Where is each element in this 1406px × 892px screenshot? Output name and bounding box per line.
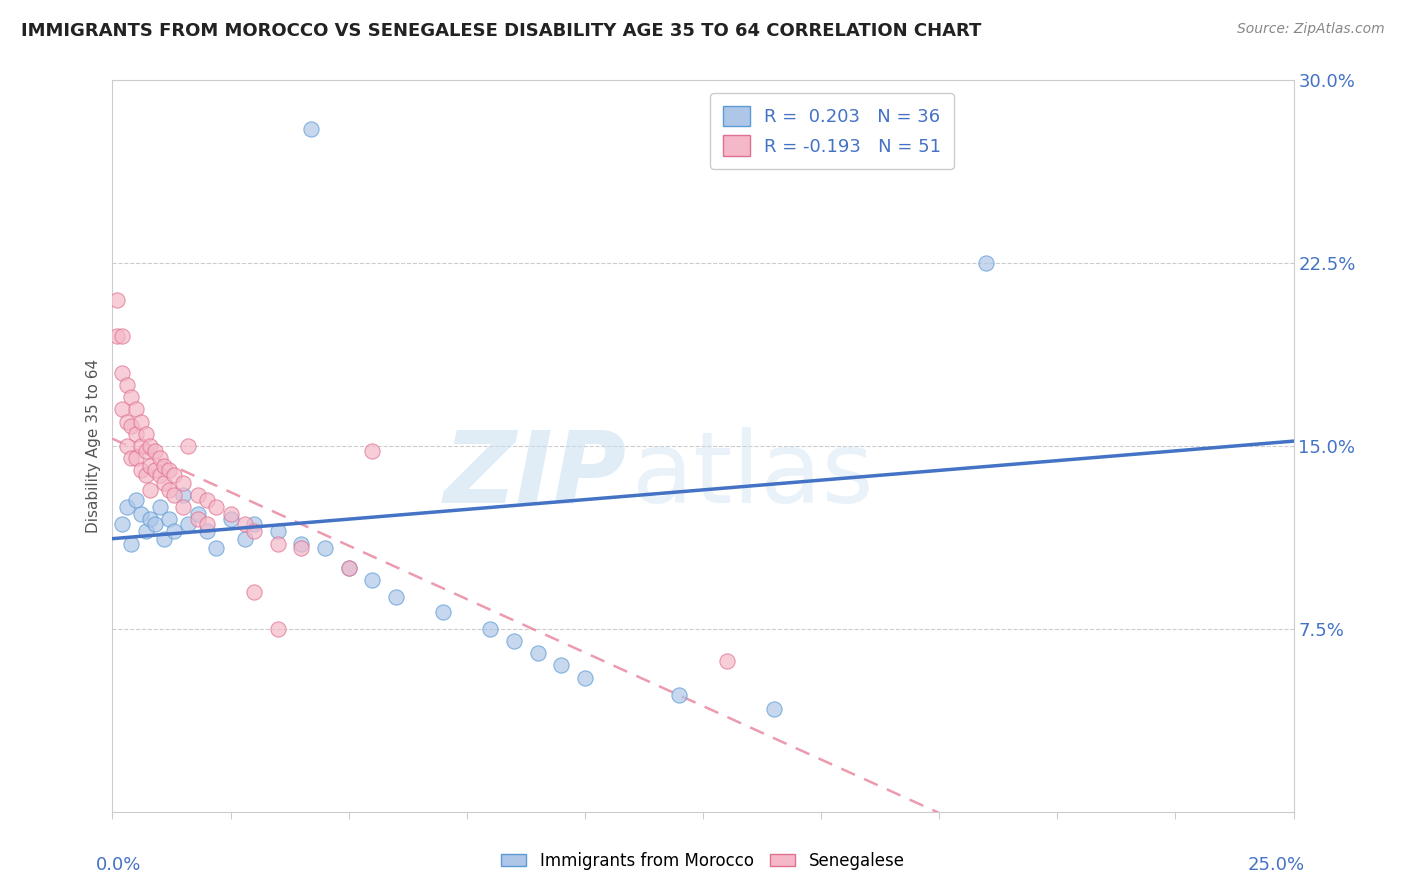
Point [149, 451, 172, 466]
Point [115, 415, 138, 429]
Point [115, 439, 138, 453]
Legend: R =  0.203   N = 36, R = -0.193   N = 51: R = 0.203 N = 36, R = -0.193 N = 51 [710, 93, 953, 169]
Text: IMMIGRANTS FROM MOROCCO VS SENEGALESE DISABILITY AGE 35 TO 64 CORRELATION CHART: IMMIGRANTS FROM MOROCCO VS SENEGALESE DI… [21, 22, 981, 40]
Point [157, 512, 180, 526]
Point [574, 671, 596, 685]
Point [153, 458, 176, 473]
Point [205, 541, 228, 556]
Text: atlas: atlas [633, 426, 873, 524]
Point [111, 329, 134, 343]
Point [139, 512, 162, 526]
Point [149, 500, 172, 514]
Point [337, 561, 360, 575]
Text: 0.0%: 0.0% [96, 855, 141, 873]
Point [157, 483, 180, 497]
Point [290, 541, 312, 556]
Point [125, 451, 148, 466]
Point [233, 516, 256, 531]
Point [120, 390, 142, 404]
Point [129, 508, 152, 522]
Point [243, 516, 266, 531]
Point [129, 439, 152, 453]
Point [976, 256, 998, 270]
Point [177, 439, 200, 453]
Point [153, 475, 176, 490]
Point [177, 516, 200, 531]
Point [195, 492, 218, 507]
Point [195, 516, 218, 531]
Point [668, 688, 690, 702]
Text: Source: ZipAtlas.com: Source: ZipAtlas.com [1237, 22, 1385, 37]
Point [135, 426, 157, 441]
Point [111, 402, 134, 417]
Point [139, 458, 162, 473]
Point [115, 378, 138, 392]
Point [243, 524, 266, 539]
Point [361, 443, 384, 458]
Point [186, 512, 208, 526]
Point [129, 415, 152, 429]
Text: ZIP: ZIP [443, 426, 626, 524]
Point [149, 468, 172, 483]
Point [120, 451, 142, 466]
Point [157, 463, 180, 477]
Point [219, 508, 242, 522]
Point [139, 439, 162, 453]
Legend: Immigrants from Morocco, Senegalese: Immigrants from Morocco, Senegalese [495, 846, 911, 877]
Point [163, 488, 186, 502]
Point [111, 516, 134, 531]
Point [299, 122, 322, 136]
Point [385, 590, 408, 604]
Point [432, 605, 454, 619]
Point [233, 532, 256, 546]
Text: 25.0%: 25.0% [1247, 855, 1305, 873]
Point [105, 329, 128, 343]
Point [550, 658, 572, 673]
Y-axis label: Disability Age 35 to 64: Disability Age 35 to 64 [86, 359, 101, 533]
Point [195, 524, 218, 539]
Point [479, 622, 502, 636]
Point [135, 524, 157, 539]
Point [186, 508, 208, 522]
Point [125, 492, 148, 507]
Point [205, 500, 228, 514]
Point [135, 468, 157, 483]
Point [186, 488, 208, 502]
Point [267, 622, 290, 636]
Point [120, 536, 142, 550]
Point [135, 443, 157, 458]
Point [267, 536, 290, 550]
Point [115, 500, 138, 514]
Point [163, 524, 186, 539]
Point [172, 475, 194, 490]
Point [125, 426, 148, 441]
Point [716, 654, 738, 668]
Point [143, 463, 166, 477]
Point [172, 488, 194, 502]
Point [762, 702, 785, 716]
Point [163, 468, 186, 483]
Point [314, 541, 336, 556]
Point [219, 512, 242, 526]
Point [503, 634, 526, 648]
Point [105, 293, 128, 307]
Point [143, 516, 166, 531]
Point [267, 524, 290, 539]
Point [111, 366, 134, 380]
Point [526, 646, 548, 660]
Point [129, 463, 152, 477]
Point [290, 536, 312, 550]
Point [143, 443, 166, 458]
Point [243, 585, 266, 599]
Point [172, 500, 194, 514]
Point [361, 573, 384, 587]
Point [337, 561, 360, 575]
Point [120, 419, 142, 434]
Point [125, 402, 148, 417]
Point [139, 483, 162, 497]
Point [153, 532, 176, 546]
